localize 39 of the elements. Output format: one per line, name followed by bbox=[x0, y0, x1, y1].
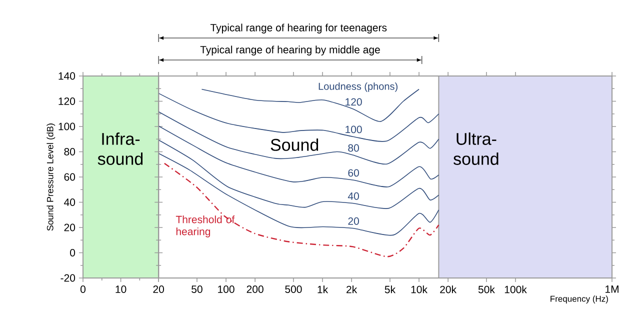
y-tick-label: 80 bbox=[64, 148, 76, 156]
x-tick-label: 500 bbox=[285, 286, 302, 293]
x-tick-label: 1k bbox=[318, 286, 328, 294]
text: Typical range of hearing for teenagers bbox=[210, 24, 387, 34]
x-tick-label: 50k bbox=[478, 286, 495, 294]
y-tick-label: 20 bbox=[64, 224, 76, 232]
text: Typical range of hearing by middle age bbox=[200, 46, 380, 56]
y-tick-label: 140 bbox=[58, 72, 76, 80]
x-tick-label: 2k bbox=[346, 286, 358, 294]
series-label: 20 bbox=[348, 217, 359, 225]
series-label: 40 bbox=[348, 192, 359, 200]
series-label: 60 bbox=[348, 169, 359, 177]
y-tick-label: 120 bbox=[58, 98, 76, 105]
band-label: Infra-sound bbox=[98, 132, 143, 165]
x-tick-label: 200 bbox=[246, 286, 264, 293]
y-axis-title: Sound Pressure Level (dB) bbox=[46, 124, 56, 231]
series-label: Threshold of hearing bbox=[176, 216, 235, 238]
x-tick-label: 10k bbox=[411, 286, 428, 294]
band-label: Ultra-sound bbox=[454, 132, 498, 165]
x-tick-label: 5k bbox=[384, 286, 396, 294]
x-axis-title: Frequency (Hz) bbox=[550, 296, 608, 304]
y-tick-label: -20 bbox=[60, 274, 76, 282]
x-tick-label: 1M bbox=[606, 286, 618, 293]
annotation: Sound bbox=[270, 138, 318, 151]
series-label: 120 bbox=[346, 98, 362, 106]
x-tick-label: 100k bbox=[504, 286, 527, 294]
x-tick-label: 0 bbox=[80, 286, 86, 293]
x-tick-label: 10 bbox=[116, 286, 126, 293]
y-tick-label: 40 bbox=[64, 198, 76, 206]
x-tick-label: 100 bbox=[218, 286, 234, 293]
x-tick-label: 20k bbox=[440, 286, 457, 294]
y-tick-label: 0 bbox=[70, 249, 76, 256]
series-label: 80 bbox=[348, 144, 359, 152]
annotation: Loudness (phons) bbox=[318, 82, 398, 92]
x-tick-label: 20 bbox=[153, 286, 164, 293]
y-tick-label: 60 bbox=[64, 173, 76, 181]
y-tick-label: 100 bbox=[58, 122, 76, 130]
x-tick-label: 50 bbox=[192, 286, 202, 293]
series-label: 100 bbox=[346, 126, 362, 134]
